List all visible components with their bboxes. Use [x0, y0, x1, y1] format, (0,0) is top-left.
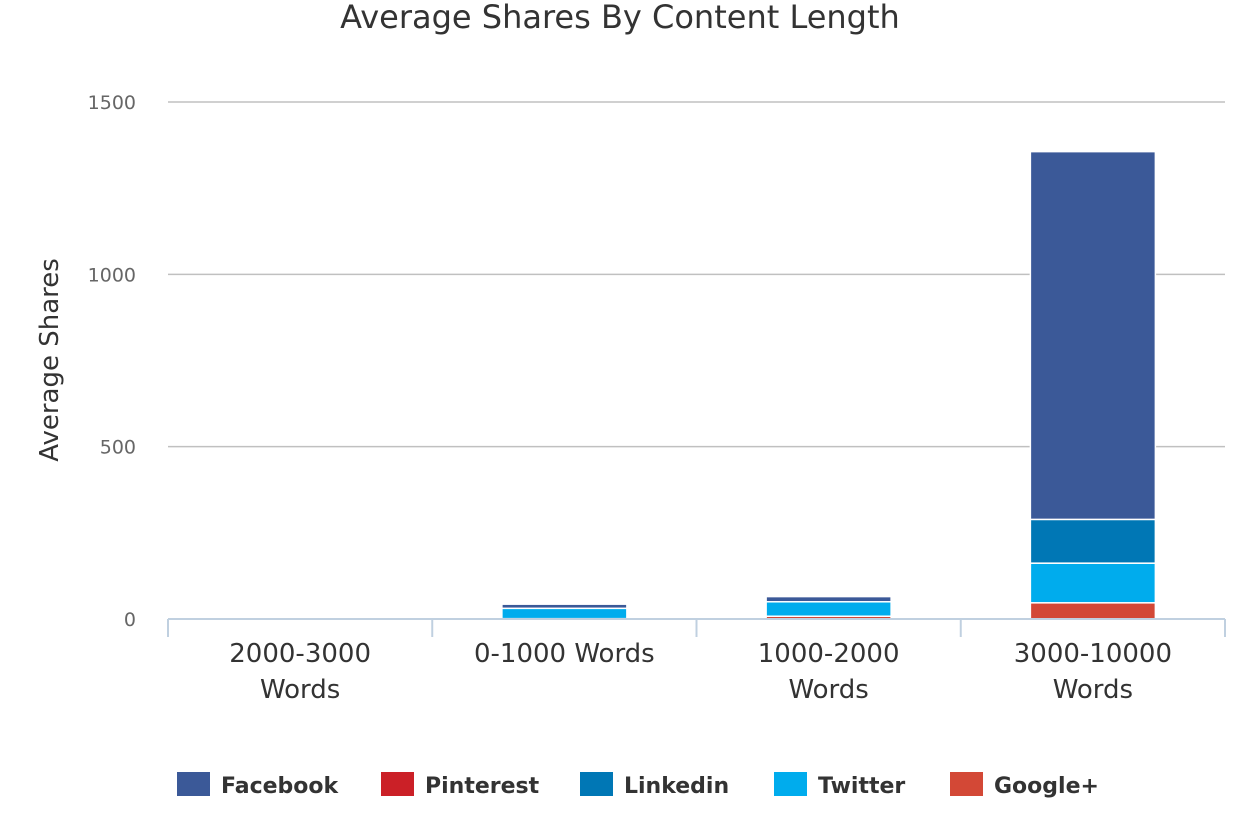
legend-swatch: [381, 772, 414, 796]
x-tick-label: Words: [260, 675, 340, 705]
bar-facebook: [501, 603, 628, 610]
legend-swatch: [950, 772, 983, 796]
chart-title: Average Shares By Content Length: [340, 0, 900, 36]
legend-swatch: [580, 772, 613, 796]
x-tick-label: 1000-2000: [758, 639, 900, 669]
bar-facebook: [765, 595, 892, 603]
legend-swatch: [177, 772, 210, 796]
legend-swatch: [774, 772, 807, 796]
y-tick-label: 500: [100, 437, 136, 459]
legend-label: Pinterest: [425, 774, 540, 799]
y-axis-label: Average Shares: [35, 258, 65, 462]
x-tick-label: Words: [1053, 675, 1133, 705]
legend-label: Google+: [994, 774, 1099, 799]
x-tick-label: Words: [788, 675, 868, 705]
x-tick-label: 0-1000 Words: [474, 639, 655, 669]
bar-google: [1029, 602, 1157, 620]
y-tick-label: 1000: [88, 264, 136, 286]
x-tick-label: 2000-3000: [229, 639, 371, 669]
y-tick-label: 0: [124, 609, 136, 631]
bar-facebook: [1029, 150, 1157, 521]
bar-linkedin: [1029, 518, 1157, 564]
bar-twitter: [765, 601, 892, 617]
bar-twitter: [501, 607, 628, 620]
legend-label: Facebook: [221, 774, 340, 799]
x-tick-label: 3000-10000: [1014, 639, 1172, 669]
y-tick-label: 1500: [88, 92, 136, 114]
legend-label: Twitter: [818, 774, 905, 799]
bar-twitter: [1029, 562, 1157, 604]
legend-label: Linkedin: [624, 774, 729, 799]
